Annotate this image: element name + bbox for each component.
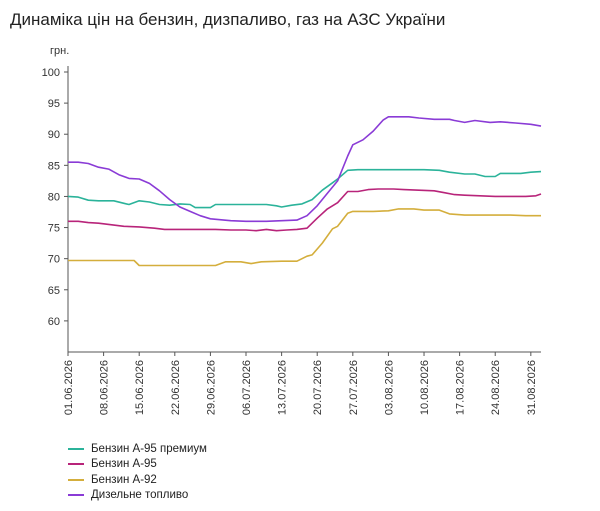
legend-swatch (68, 463, 84, 466)
x-tick-label: 06.07.2026 (241, 360, 253, 415)
series-line-2 (68, 188, 542, 232)
legend-label: Бензин А-92 (91, 473, 157, 486)
legend-label: Бензин А-95 премиум (91, 442, 207, 455)
legend-swatch (68, 478, 84, 481)
x-tick-label: 27.07.2026 (348, 360, 360, 415)
series-line-4 (68, 116, 542, 223)
y-tick-label: 75 (48, 223, 60, 235)
x-tick-label: 20.07.2026 (312, 360, 324, 415)
x-tick-label: 29.06.2026 (205, 360, 217, 415)
x-tick-label: 31.08.2026 (526, 360, 538, 415)
x-tick-label: 10.08.2026 (419, 360, 431, 415)
y-tick-label: 85 (48, 160, 60, 172)
x-tick-label: 22.06.2026 (170, 360, 182, 415)
chart-title: Динаміка цін на бензин, дизпаливо, газ н… (10, 10, 446, 29)
legend-swatch (68, 447, 84, 450)
legend-item-2: Бензин А-95 (68, 457, 207, 473)
y-ticks: 60 65 70 75 80 85 90 95 100 (42, 67, 68, 328)
x-tick-label: 13.07.2026 (277, 360, 289, 415)
y-unit-label: грн. (50, 45, 69, 57)
x-tick-label: 08.06.2026 (99, 360, 111, 415)
x-tick-label: 15.06.2026 (134, 360, 146, 415)
y-tick-label: 90 (48, 129, 60, 141)
legend-item-4: Дизельне топливо (68, 488, 207, 504)
legend-item-3: Бензин А-92 (68, 472, 207, 488)
legend-item-1: Бензин А-95 премиум (68, 441, 207, 457)
legend-label: Бензин А-95 (91, 458, 157, 471)
y-tick-label: 60 (48, 316, 60, 328)
legend: Бензин А-95 премиум Бензин А-95 Бензин А-9… (68, 441, 207, 503)
series-line-3 (68, 208, 541, 267)
y-tick-label: 70 (48, 254, 60, 266)
series-line-1 (67, 168, 542, 209)
y-tick-label: 95 (48, 98, 60, 110)
x-tick-label: 17.08.2026 (455, 360, 467, 415)
x-tick-label: 03.08.2026 (383, 360, 395, 415)
y-tick-label: 80 (48, 191, 60, 203)
x-tick-label: 01.06.2026 (63, 360, 75, 415)
x-tick-label: 24.08.2026 (490, 360, 502, 415)
legend-swatch (68, 494, 84, 497)
axes: грн. (50, 45, 541, 353)
y-tick-label: 100 (42, 67, 60, 79)
series-layer (67, 116, 542, 267)
legend-label: Дизельне топливо (91, 489, 189, 502)
line-chart: грн. 60 65 70 75 80 85 90 95 100 01.06.2026 08.06… (42, 45, 542, 415)
y-tick-label: 65 (48, 285, 60, 297)
x-ticks: 01.06.2026 08.06.2026 15.06.2026 22.06.2026… (63, 352, 538, 415)
